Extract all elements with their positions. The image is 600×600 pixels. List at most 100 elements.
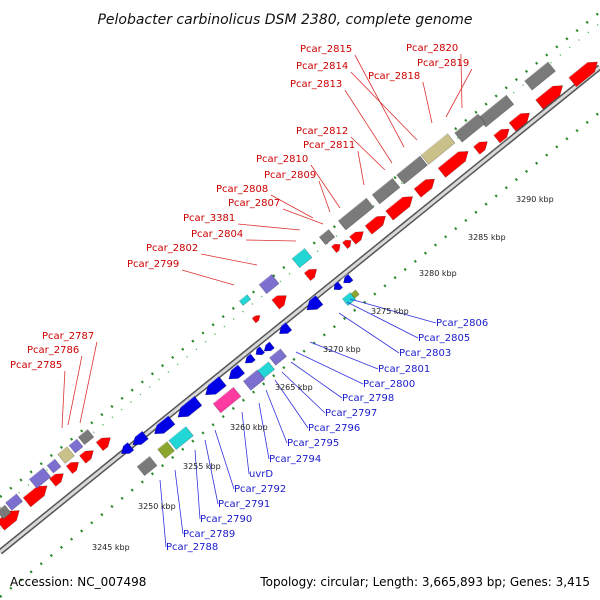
gene-label: Pcar_2785 xyxy=(10,360,62,371)
gene-shape xyxy=(269,348,287,366)
gene-feature xyxy=(318,228,336,246)
gene-feature xyxy=(136,455,158,477)
scale-label: 3290 kbp xyxy=(516,195,554,204)
gene-feature xyxy=(269,348,287,366)
gene-highlight xyxy=(28,467,44,480)
label-leader xyxy=(241,411,250,475)
gene-feature xyxy=(129,430,149,446)
gene-shape xyxy=(251,315,261,324)
gene-shape xyxy=(473,141,488,155)
gene-shape xyxy=(132,430,149,446)
gene-shape xyxy=(271,295,287,310)
gene-highlight xyxy=(258,273,272,285)
gene-label: Pcar_2809 xyxy=(264,170,316,181)
label-leader xyxy=(422,81,433,124)
gene-shape xyxy=(524,61,556,91)
scale-label: 3270 kbp xyxy=(323,345,361,354)
gene-label: Pcar_2819 xyxy=(417,58,469,69)
gene-highlight xyxy=(49,469,61,479)
scale-label: 3275 kbp xyxy=(371,307,409,316)
gene-highlight xyxy=(242,353,251,361)
gene-shape xyxy=(568,61,598,88)
gene-features xyxy=(0,56,598,531)
gene-label: Pcar_2786 xyxy=(27,345,79,356)
gene-highlight xyxy=(271,290,283,301)
gene-highlight xyxy=(46,458,56,466)
gene-shape xyxy=(454,113,486,143)
gene-shape xyxy=(68,438,84,454)
gene-feature xyxy=(0,504,12,520)
gene-shape xyxy=(331,243,341,253)
gene-shape xyxy=(333,281,343,291)
gene-highlight xyxy=(385,191,410,212)
label-leader xyxy=(282,208,324,225)
gene-feature xyxy=(57,446,75,464)
gene-highlight xyxy=(349,227,361,237)
gene-feature xyxy=(291,247,313,269)
gene-feature xyxy=(350,289,360,299)
gene-feature xyxy=(524,61,556,91)
gene-label: Pcar_2801 xyxy=(378,364,430,375)
gene-shape xyxy=(508,112,530,132)
gene-shape xyxy=(57,446,75,464)
gene-highlight xyxy=(117,441,128,451)
gene-shape xyxy=(95,437,111,452)
gene-highlight xyxy=(242,369,258,382)
scale-label: 3280 kbp xyxy=(419,269,457,278)
gene-shape xyxy=(396,155,428,185)
gene-highlight xyxy=(477,94,507,119)
scale-label: 3260 kbp xyxy=(230,423,268,432)
label-leader xyxy=(214,429,235,490)
gene-label: Pcar_2790 xyxy=(200,514,252,525)
gene-feature xyxy=(95,432,111,452)
gene-highlight xyxy=(493,124,507,136)
gene-label: Pcar_2814 xyxy=(296,61,348,72)
gene-highlight xyxy=(342,236,349,243)
label-leader xyxy=(79,341,98,424)
gene-label: Pcar_2792 xyxy=(234,484,286,495)
gene-feature xyxy=(349,227,364,245)
gene-highlight xyxy=(157,441,168,450)
label-leader xyxy=(174,469,184,535)
gene-shape xyxy=(342,239,352,249)
gene-feature xyxy=(238,294,252,306)
label-leader xyxy=(204,439,219,505)
gene-shape xyxy=(349,231,364,245)
gene-label: Pcar_2802 xyxy=(146,243,198,254)
gene-shape xyxy=(337,197,375,231)
gene-highlight xyxy=(303,264,314,274)
gene-label: Pcar_3381 xyxy=(183,213,235,224)
label-leaders xyxy=(61,53,473,548)
accession-text: Accession: NC_007498 xyxy=(10,575,146,589)
gene-shape xyxy=(341,292,357,306)
gene-feature xyxy=(251,312,261,324)
gene-feature xyxy=(535,80,563,110)
gene-feature xyxy=(302,294,324,311)
gene-label: Pcar_2813 xyxy=(290,79,342,90)
label-leader xyxy=(290,361,343,399)
gene-shape xyxy=(65,461,79,475)
gene-shape xyxy=(318,228,336,246)
gene-highlight xyxy=(318,228,329,238)
scale-label: 3265 kbp xyxy=(275,383,313,392)
gene-label: Pcar_2791 xyxy=(218,499,270,510)
label-leader xyxy=(265,389,288,444)
gene-feature xyxy=(46,458,62,474)
gene-highlight xyxy=(261,341,270,349)
gene-highlight xyxy=(420,133,448,156)
gene-shape xyxy=(244,353,256,364)
gene-shape xyxy=(157,441,175,459)
gene-highlight xyxy=(212,386,234,404)
label-leader xyxy=(200,253,258,266)
gene-label: Pcar_2804 xyxy=(191,229,243,240)
gene-label: Pcar_2805 xyxy=(418,333,470,344)
gene-label: Pcar_2797 xyxy=(325,408,377,419)
label-leader xyxy=(357,150,365,186)
gene-shape xyxy=(413,178,435,198)
label-leader xyxy=(194,449,201,520)
gene-shape xyxy=(371,177,401,205)
gene-feature xyxy=(5,493,23,511)
gene-label: Pcar_2808 xyxy=(216,184,268,195)
gene-feature xyxy=(454,113,486,143)
gene-shape xyxy=(49,473,64,487)
